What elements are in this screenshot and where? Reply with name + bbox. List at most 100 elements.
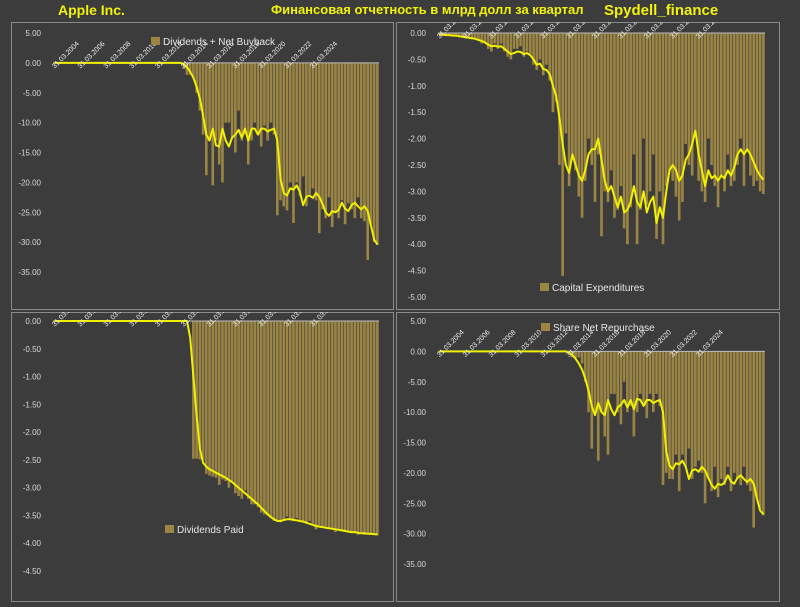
bar [723,33,726,192]
bar [201,321,205,460]
trend-line [439,33,765,225]
bar [372,62,376,243]
bar [298,321,302,520]
bar [616,33,620,210]
bar [467,33,471,39]
bar [221,62,224,183]
bar [616,351,620,413]
y-tick-label: -4.00 [408,240,427,249]
bar [558,33,561,165]
bar [330,321,334,530]
bar [347,321,350,533]
y-tick-label: -3.50 [23,511,42,520]
bar [327,321,331,528]
bar [726,351,730,467]
bar [340,321,344,531]
y-tick-label: -25.00 [18,208,41,217]
bar [716,33,720,208]
bar [473,33,477,39]
bar [707,33,710,139]
bar [240,62,244,141]
bar [230,62,234,138]
y-tick-label: -5.00 [23,89,42,98]
bar [528,33,532,55]
bar [732,33,736,181]
bar [632,33,636,155]
bar [224,321,227,481]
bar [211,62,215,186]
bar [269,62,273,123]
bar [668,351,671,479]
bar [587,33,590,139]
bar [694,33,697,134]
bar [710,33,713,165]
brand-label: Spydell_finance [604,2,719,19]
bar [253,62,257,123]
bar [690,33,694,176]
bar [282,62,286,207]
bar [250,62,253,141]
bar [713,33,717,187]
bar [580,33,584,218]
bar [317,321,321,526]
bar [230,321,234,483]
bar [369,62,373,225]
bar [684,33,687,144]
bar [243,62,247,135]
bar [496,33,500,49]
bar [486,33,490,49]
bar [742,33,746,187]
bar [752,351,755,528]
bar [224,62,227,123]
y-tick-label: -4.50 [23,567,42,576]
bar [356,321,360,535]
y-tick-label: -1.50 [408,108,427,117]
bar [246,62,250,165]
bar [263,321,266,515]
bar [564,33,568,134]
bar [188,62,192,75]
bar [538,33,542,60]
bar [613,33,616,218]
y-tick-label: -4.00 [23,539,42,548]
bar [464,33,467,39]
bar [263,62,266,126]
bar [266,62,269,141]
bar [580,351,584,364]
legend-label: Share Net Repurchase [553,323,655,334]
bar [292,62,295,224]
bar [726,33,730,155]
y-tick-label: -15.00 [18,149,41,158]
y-tick-label: -2.00 [408,135,427,144]
y-tick-label: -2.00 [23,428,42,437]
bar [214,321,218,478]
bar [645,33,649,205]
bar [583,33,587,181]
bar [681,33,684,202]
bar [192,62,195,78]
bar [208,321,211,476]
bar [710,351,713,492]
bar [234,62,237,153]
y-tick-label: 5.00 [25,29,41,38]
dividends-buyback-chart: 5.00 0.00 -5.00 -10.00 -15.00 -20.00 -25.00 -30… [11,22,394,310]
bar [551,33,555,113]
bar [480,33,484,44]
bar [301,321,305,521]
legend-swatch [151,37,160,45]
bar [470,33,474,40]
trend-line [54,61,379,246]
y-tick-label: -20.00 [403,469,426,478]
bar [279,321,282,523]
bar [674,33,678,197]
bar [195,321,198,459]
bar [243,321,247,491]
bar [687,33,691,165]
bar [314,62,318,201]
y-tick-label: -3.00 [408,187,427,196]
bar [305,321,308,524]
y-tick-label: -35.00 [18,268,41,277]
bar [626,33,629,245]
bar [762,351,765,516]
bar [227,62,231,123]
